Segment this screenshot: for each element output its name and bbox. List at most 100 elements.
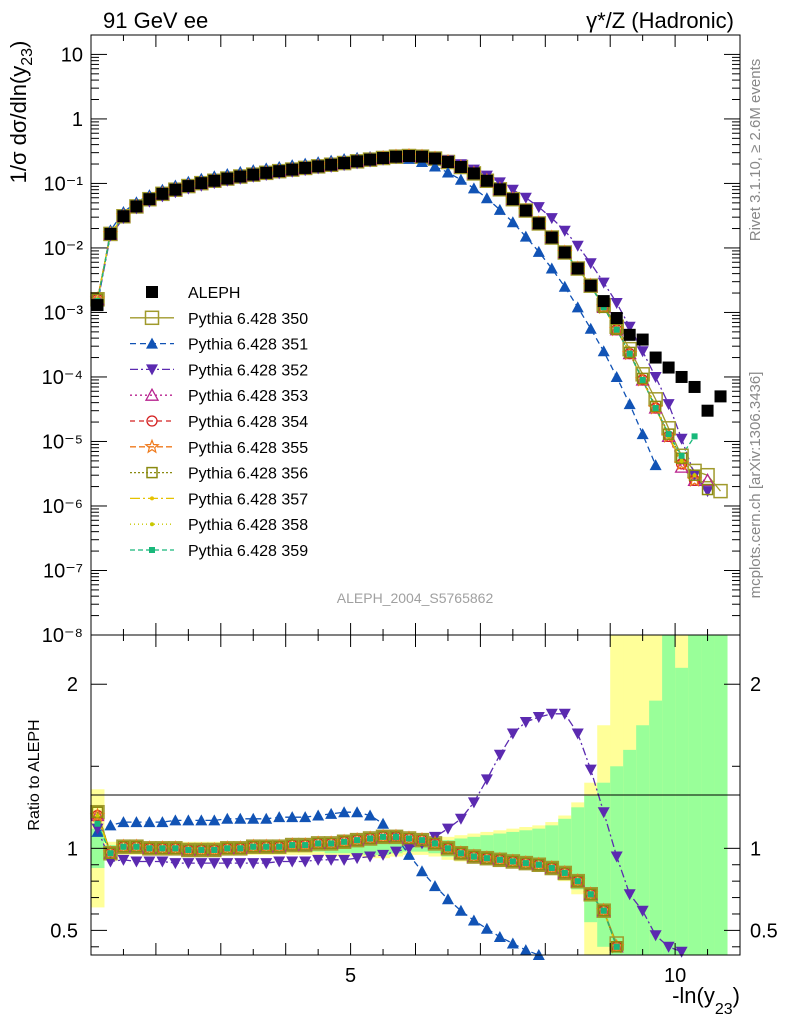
pythia-6-428-352-ratio-point [441, 823, 454, 835]
legend-label: ALEPH [188, 285, 240, 302]
main-y-tick-label: 10⁻⁶ [42, 496, 83, 518]
pythia-6-428-359-ratio-point [328, 840, 335, 847]
pythia-6-428-359-ratio-point [483, 855, 490, 862]
axis-ticks [90, 34, 741, 955]
pythia-6-428-356-ratio-point [234, 842, 247, 855]
ratio-band-green [545, 825, 559, 872]
pythia-6-428-352-ratio-point [325, 854, 338, 866]
legend-label: Pythia 6.428 352 [188, 362, 308, 379]
pythia-6-428-356-ratio-point [416, 834, 428, 846]
pythia-6-428-359-ratio-point [146, 845, 153, 852]
pythia-6-428-351-ratio-point [130, 816, 143, 828]
legend-swatch-marker [150, 496, 154, 501]
pythia-6-428-359-ratio-point [457, 850, 464, 857]
pythia-6-428-356-ratio-point [520, 857, 532, 869]
pythia-6-428-356-ratio-point [468, 850, 480, 863]
aleph-main-point [351, 155, 364, 168]
aleph-main-point [312, 160, 325, 173]
legend-swatch-marker [149, 547, 155, 553]
pythia-6-428-351-main-point [649, 459, 662, 471]
pythia-6-428-352-ratio-point [506, 728, 519, 740]
pythia-6-428-351-ratio-point [286, 811, 299, 823]
main-y-tick-label: 10⁻⁴ [42, 367, 83, 389]
aleph-main-point [714, 390, 727, 403]
legend-swatch-marker [146, 364, 158, 376]
pythia-6-428-351-ratio-point [195, 814, 208, 826]
pythia-6-428-351-ratio-point [273, 811, 286, 823]
pythia-6-428-359-main-point [665, 431, 672, 438]
pythia-6-428-359-ratio-point [276, 843, 283, 850]
pythia-6-428-359-ratio-point [159, 845, 166, 852]
pythia-6-428-350-main-point [700, 467, 715, 483]
aleph-main-point [415, 150, 428, 163]
legend-swatch-marker [144, 387, 160, 401]
legend-swatch-marker [146, 415, 158, 427]
pythia-6-428-359-ratio-point [354, 837, 361, 844]
pythia-6-428-351-ratio-point [169, 814, 182, 826]
legend-label: Pythia 6.428 356 [188, 466, 308, 483]
pythia-6-428-351-main-point [532, 245, 545, 257]
pythia-6-428-352-main-point [610, 298, 623, 310]
pythia-6-428-352-ratio-point [169, 858, 182, 870]
pythia-6-428-356-main-point [688, 469, 701, 481]
pythia-6-428-352-ratio-point [182, 858, 195, 870]
pythia-6-428-359-ratio-point [289, 842, 296, 849]
pythia-6-428-352-ratio-point [195, 858, 208, 870]
pythia-6-428-356-ratio-point [117, 840, 130, 853]
pythia-6-428-359-ratio-point [431, 840, 438, 847]
mcplots-label: mcplots.cern.ch [arXiv:1306.3436] [747, 372, 764, 599]
aleph-main-point [636, 333, 649, 346]
pythia-6-428-352-ratio-point [260, 858, 273, 870]
aleph-main-point [688, 380, 701, 393]
pythia-6-428-352-ratio-point [364, 851, 377, 863]
pythia-6-428-359-ratio-point [613, 943, 620, 950]
legend-swatch-marker [144, 438, 160, 454]
pythia-6-428-359-ratio-point [315, 840, 322, 847]
pythia-6-428-351-main-point [493, 203, 506, 215]
pythia-6-428-352-ratio-point [351, 853, 364, 865]
pythia-6-428-352-main-line [96, 156, 709, 492]
pythia-6-428-352-ratio-point [104, 856, 117, 868]
aleph-main-point [441, 155, 454, 168]
pythia-6-428-356-ratio-point [494, 854, 506, 866]
pythia-6-428-351-ratio-point [312, 809, 325, 821]
legend-item-pythia-6-428-359: Pythia 6.428 359 [130, 543, 308, 560]
legend-label: Pythia 6.428 351 [188, 337, 308, 354]
legend-swatch-marker [144, 310, 160, 326]
pythia-6-428-351-main-point [610, 370, 623, 382]
aleph-main-point [260, 166, 273, 179]
pythia-6-428-351-ratio-point [519, 944, 532, 956]
pythia-6-428-359-ratio-point [263, 843, 270, 850]
axis-tick-labels: 10⁻⁸ 10⁻⁷ 10⁻⁶ 10⁻⁵ 10⁻⁴ 10⁻³ 10⁻² 10⁻¹ 1 10 5 10 0.… [42, 44, 778, 987]
pythia-6-428-352-ratio-point [584, 764, 597, 776]
pythia-6-428-353-main-point [700, 472, 715, 486]
pythia-6-428-359-ratio-point [587, 891, 594, 898]
pythia-6-428-352-main-point [636, 346, 649, 358]
legend-item-pythia-6-428-354: Pythia 6.428 354 [130, 414, 308, 431]
legend-label: Pythia 6.428 353 [188, 388, 308, 405]
legend-swatch-marker [146, 466, 158, 479]
pythia-6-428-351-main-point [545, 262, 558, 274]
aleph-main-point [610, 312, 623, 325]
pythia-6-428-359-ratio-point [444, 845, 451, 852]
pythia-6-428-356-ratio-point [182, 844, 195, 856]
legend-swatch-marker [150, 522, 154, 527]
pythia-6-428-359-ratio-point [406, 835, 413, 842]
legend-swatch-marker [146, 337, 158, 349]
aleph-main-point [299, 161, 312, 174]
pythia-6-428-359-ratio-point [94, 820, 101, 827]
pythia-6-428-351-main-point [454, 173, 467, 185]
pythia-6-428-352-ratio-point [519, 716, 532, 728]
pythia-6-428-359-ratio-point [496, 856, 503, 863]
analysis-watermark: ALEPH_2004_S5765862 [337, 590, 494, 606]
pythia-6-428-351-ratio-point [428, 880, 441, 892]
pythia-6-428-351-main-point [506, 216, 519, 228]
pythia-6-428-352-ratio-point [143, 856, 156, 868]
pythia-6-428-359-ratio-point [302, 842, 309, 849]
pythia-6-428-350-main-point [713, 483, 728, 499]
legend-label: Pythia 6.428 354 [188, 414, 308, 431]
pythia-6-428-351-ratio-point [377, 817, 390, 829]
pythia-6-428-359-ratio-point [341, 838, 348, 845]
pythia-6-428-356-ratio-point [286, 839, 298, 851]
pythia-6-428-351-ratio-point [221, 812, 234, 824]
